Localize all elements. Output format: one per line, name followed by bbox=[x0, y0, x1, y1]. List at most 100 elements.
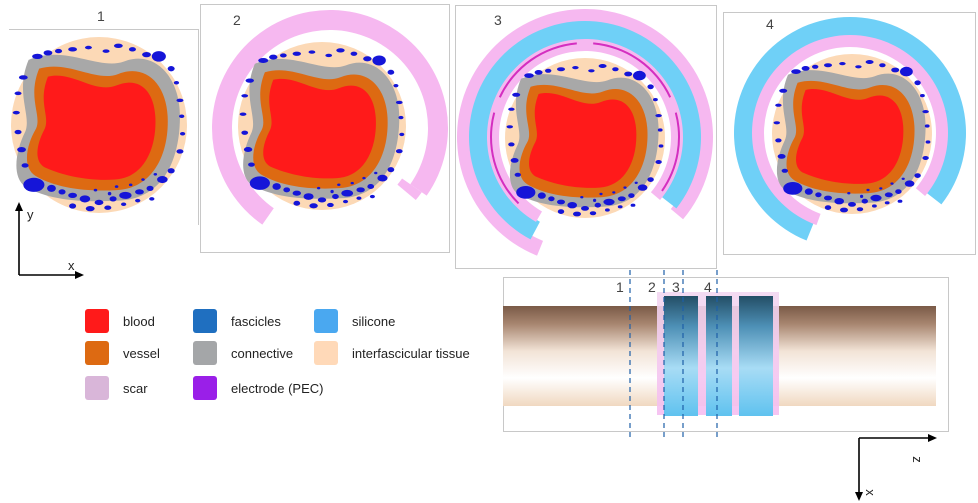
fascicle bbox=[624, 71, 633, 77]
fascicle bbox=[332, 194, 339, 200]
legend-item-electrode: electrode (PEC) bbox=[193, 376, 323, 400]
legend-swatch-electrode bbox=[193, 376, 217, 400]
fascicle bbox=[605, 208, 610, 212]
legend-item-blood: blood bbox=[85, 309, 155, 333]
fascicle bbox=[824, 205, 832, 210]
fascicle bbox=[293, 200, 301, 206]
fascicle bbox=[781, 168, 788, 173]
blood-lumen bbox=[796, 89, 904, 184]
fascicle bbox=[848, 202, 856, 207]
fascicle bbox=[398, 115, 404, 120]
fascicle bbox=[895, 189, 902, 194]
fascicle bbox=[395, 100, 403, 105]
fascicle bbox=[925, 140, 931, 144]
fascicle bbox=[630, 203, 636, 207]
fascicle bbox=[249, 176, 270, 190]
fascicle bbox=[508, 107, 515, 111]
fascicle bbox=[537, 192, 546, 199]
fascicle bbox=[647, 84, 654, 90]
section-label-1: 1 bbox=[616, 279, 624, 295]
legend-label-scar: scar bbox=[123, 380, 148, 396]
fascicle bbox=[248, 162, 255, 167]
panel-number-3: 3 bbox=[494, 12, 502, 28]
fascicle bbox=[18, 75, 28, 80]
fascicle bbox=[775, 138, 782, 143]
fascicle bbox=[69, 203, 77, 209]
fascicle bbox=[839, 62, 846, 66]
electrode-contact-4 bbox=[661, 112, 680, 192]
blood-lumen bbox=[37, 75, 156, 180]
fascicle bbox=[779, 88, 788, 93]
fascicle bbox=[14, 91, 22, 96]
fascicle bbox=[855, 65, 862, 69]
scar-encapsulation-2 bbox=[212, 9, 449, 225]
fascicle bbox=[341, 189, 354, 197]
fascicle bbox=[109, 196, 117, 202]
fascicle bbox=[173, 81, 180, 85]
fascicle bbox=[325, 53, 333, 58]
axis-label-x-side: x bbox=[862, 489, 878, 496]
fascicle bbox=[866, 188, 870, 192]
fascicle bbox=[387, 167, 395, 173]
legend-label-electrode: electrode (PEC) bbox=[231, 380, 324, 396]
fascicle bbox=[653, 98, 658, 102]
fascicle bbox=[623, 186, 627, 189]
fascicle bbox=[612, 191, 616, 194]
cuff-segment-2 bbox=[706, 296, 732, 416]
fascicle bbox=[303, 193, 314, 200]
fascicle bbox=[510, 158, 519, 163]
fascicle bbox=[179, 114, 185, 118]
blood-lumen bbox=[529, 93, 637, 188]
fascicle bbox=[146, 185, 154, 191]
panel-number-2: 2 bbox=[233, 12, 241, 28]
scar-ring-tail bbox=[397, 178, 422, 200]
legend-item-interfascicular: interfascicular tissue bbox=[314, 341, 470, 365]
fascicle bbox=[612, 67, 619, 72]
fascicle bbox=[258, 57, 269, 63]
fascicle bbox=[860, 194, 864, 198]
fascicle bbox=[589, 211, 597, 216]
fascicle bbox=[897, 199, 903, 203]
fascicle bbox=[84, 45, 92, 50]
legend-swatch-interfascicular bbox=[314, 341, 338, 365]
fascicle bbox=[395, 149, 403, 154]
fascicle bbox=[272, 183, 281, 190]
fascicle bbox=[783, 182, 803, 195]
fascicle bbox=[506, 125, 513, 129]
fascicle bbox=[922, 110, 929, 114]
fascicle bbox=[151, 51, 166, 62]
fascicle bbox=[343, 199, 349, 204]
fascicle bbox=[657, 128, 663, 132]
fascicle bbox=[573, 211, 581, 217]
section-label-4: 4 bbox=[704, 279, 712, 295]
fascicle bbox=[637, 184, 648, 191]
fascicle bbox=[128, 47, 136, 52]
fascicle bbox=[179, 132, 186, 136]
legend-item-scar: scar bbox=[85, 376, 148, 400]
fascicle bbox=[121, 202, 127, 206]
axes-side-view bbox=[855, 434, 937, 501]
fascicle bbox=[350, 181, 354, 185]
fascicle bbox=[801, 66, 810, 71]
fascicle bbox=[548, 196, 555, 202]
fascicle bbox=[292, 190, 301, 196]
fascicle bbox=[241, 130, 249, 135]
panel-number-4: 4 bbox=[766, 16, 774, 32]
fascicle bbox=[633, 70, 646, 81]
fascicle bbox=[777, 154, 786, 159]
fascicle bbox=[350, 51, 358, 56]
legend-label-fascicles: fascicles bbox=[231, 313, 281, 329]
axis-label-y: y bbox=[27, 207, 34, 222]
legend-swatch-blood bbox=[85, 309, 109, 333]
fascicle bbox=[593, 198, 597, 202]
fascicle bbox=[557, 67, 565, 72]
fascicle bbox=[840, 207, 848, 213]
fascicle bbox=[119, 191, 132, 199]
fascicle bbox=[369, 194, 375, 199]
fascicle bbox=[142, 51, 151, 58]
fascicle bbox=[658, 144, 664, 148]
fascicle bbox=[316, 186, 321, 190]
fascicle bbox=[655, 114, 662, 118]
fascicle bbox=[32, 53, 43, 59]
